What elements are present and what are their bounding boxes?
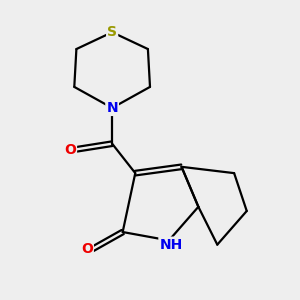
- Text: O: O: [81, 242, 93, 256]
- Text: O: O: [64, 143, 76, 157]
- Text: NH: NH: [159, 238, 183, 252]
- Text: S: S: [107, 25, 117, 39]
- Text: N: N: [106, 101, 118, 115]
